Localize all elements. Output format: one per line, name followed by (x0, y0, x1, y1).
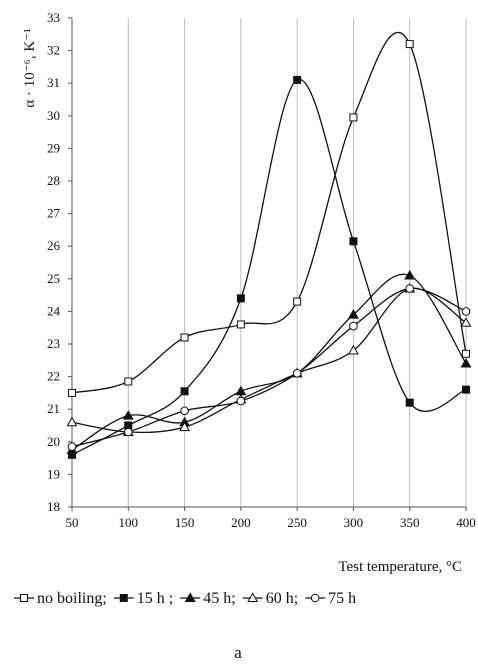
legend-label: 45 h; (203, 590, 235, 607)
x-tick-label: 350 (400, 515, 420, 530)
data-point (404, 269, 416, 280)
y-tick-label: 23 (47, 336, 60, 351)
x-axis-title: Test temperature, °C (338, 559, 462, 575)
data-point (462, 349, 470, 358)
axes (68, 17, 467, 511)
data-point (124, 377, 133, 386)
x-tick-label: 200 (231, 515, 251, 530)
legend-item-2: 15 h ; (113, 590, 173, 607)
series-line (71, 79, 467, 456)
data-point (67, 442, 77, 451)
legend: no boiling; 15 h ; 45 h; 60 h; 75 h (14, 590, 356, 607)
x-tick-label: 150 (175, 515, 195, 530)
data-point (347, 344, 359, 355)
data-point (292, 369, 302, 378)
data-point (180, 387, 189, 396)
data-point (349, 113, 358, 122)
legend-item-1: no boiling; (14, 590, 107, 607)
data-point (236, 396, 246, 406)
data-point (405, 398, 414, 407)
legend-marker (247, 592, 259, 602)
y-tick-label: 20 (47, 434, 60, 449)
series-2 (68, 75, 470, 459)
data-point (349, 237, 358, 246)
y-tick-label: 29 (47, 140, 60, 155)
y-tick-label: 18 (47, 499, 60, 514)
data-point (180, 333, 189, 342)
data-series (66, 31, 472, 459)
legend-marker (20, 594, 28, 602)
y-tick-label: 31 (47, 75, 60, 90)
x-tick-label: 400 (456, 515, 476, 530)
data-point (461, 307, 471, 316)
legend-item-4: 60 h; (242, 590, 298, 607)
data-point (236, 320, 245, 329)
data-point (293, 297, 302, 306)
y-tick-labels: 18 19 20 21 22 23 24 25 26 27 28 29 30 31 32 33 (47, 10, 61, 514)
data-point (123, 427, 133, 437)
legend-marker (119, 594, 128, 602)
y-tick-label: 32 (47, 43, 60, 58)
x-tick-label: 250 (287, 515, 307, 530)
data-point (460, 357, 472, 368)
y-tick-label: 24 (47, 303, 61, 318)
y-tick-label: 33 (47, 10, 60, 25)
data-point (460, 317, 472, 327)
y-tick-label: 27 (47, 206, 61, 221)
y-tick-label: 19 (47, 466, 60, 481)
data-point (349, 321, 358, 331)
legend-label: 15 h ; (137, 590, 173, 607)
data-point (66, 416, 78, 427)
data-point (347, 309, 359, 319)
x-tick-labels: 50 100 150 200 250 300 350 400 (66, 515, 476, 530)
legend-label: 75 h (328, 590, 356, 607)
y-tick-label: 28 (47, 173, 60, 188)
data-point (405, 284, 415, 293)
y-axis-title: α · 10⁻⁶, K⁻¹ (22, 28, 38, 107)
legend-marker (184, 592, 196, 602)
y-tick-label: 22 (47, 369, 60, 384)
x-tick-label: 100 (119, 515, 139, 530)
series-line (71, 31, 467, 394)
grid-lines (127, 18, 467, 507)
data-point (462, 385, 470, 394)
data-point (293, 75, 302, 84)
y-tick-label: 30 (47, 108, 60, 123)
y-tick-label: 26 (47, 238, 61, 253)
legend-item-5: 75 h (305, 590, 356, 607)
series-line (71, 287, 467, 434)
data-point (405, 40, 414, 49)
series-1 (68, 31, 470, 397)
data-point (180, 406, 189, 416)
data-point (68, 388, 76, 397)
data-point (179, 421, 191, 432)
x-tick-label: 50 (66, 515, 79, 530)
y-tick-label: 21 (47, 401, 60, 416)
y-tick-label: 25 (47, 271, 60, 286)
x-tick-label: 300 (344, 515, 364, 530)
legend-label: 60 h; (266, 590, 298, 607)
legend-label: no boiling; (37, 590, 107, 607)
legend-item-3: 45 h; (180, 590, 236, 607)
figure-caption: a (234, 643, 242, 662)
data-point (122, 410, 134, 420)
series-5 (67, 284, 471, 451)
data-point (236, 294, 245, 303)
legend-marker (310, 593, 320, 603)
